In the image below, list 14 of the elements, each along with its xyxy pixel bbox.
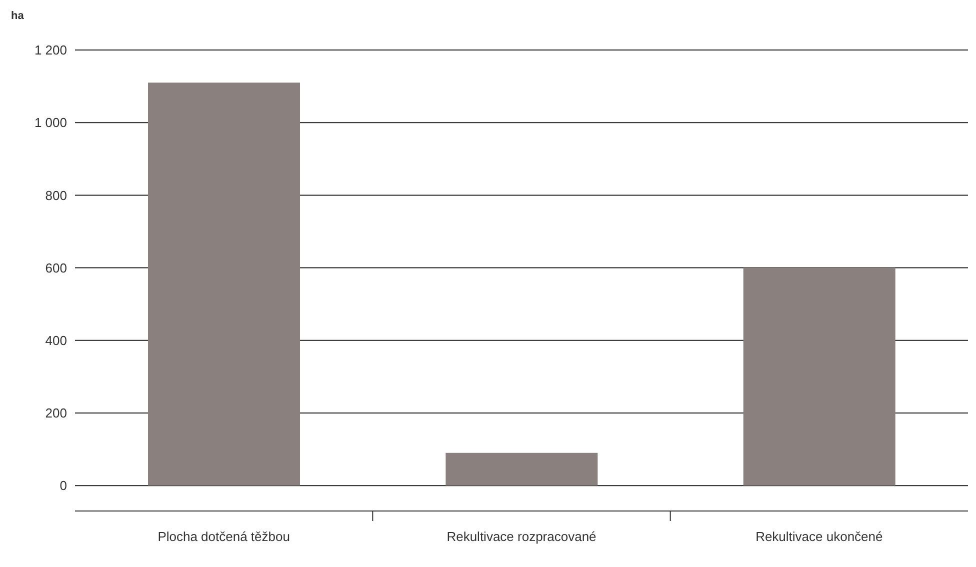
y-tick-label: 0	[60, 478, 67, 494]
bar	[743, 268, 896, 486]
x-tick-label: Rekultivace rozpracované	[446, 529, 596, 544]
y-tick-label: 400	[45, 333, 67, 348]
y-axis-title: ha	[11, 10, 24, 22]
y-tick-label: 200	[45, 406, 67, 421]
y-tick-label: 800	[45, 188, 67, 203]
x-tick-label: Rekultivace ukončené	[756, 529, 883, 544]
bar	[446, 452, 598, 486]
y-tick-label: 600	[45, 260, 67, 276]
x-tick-label: Plocha dotčená těžbou	[158, 529, 290, 544]
bar	[148, 82, 300, 486]
y-tick-label: 1 200	[34, 42, 67, 58]
y-tick-label: 1 000	[34, 115, 67, 130]
